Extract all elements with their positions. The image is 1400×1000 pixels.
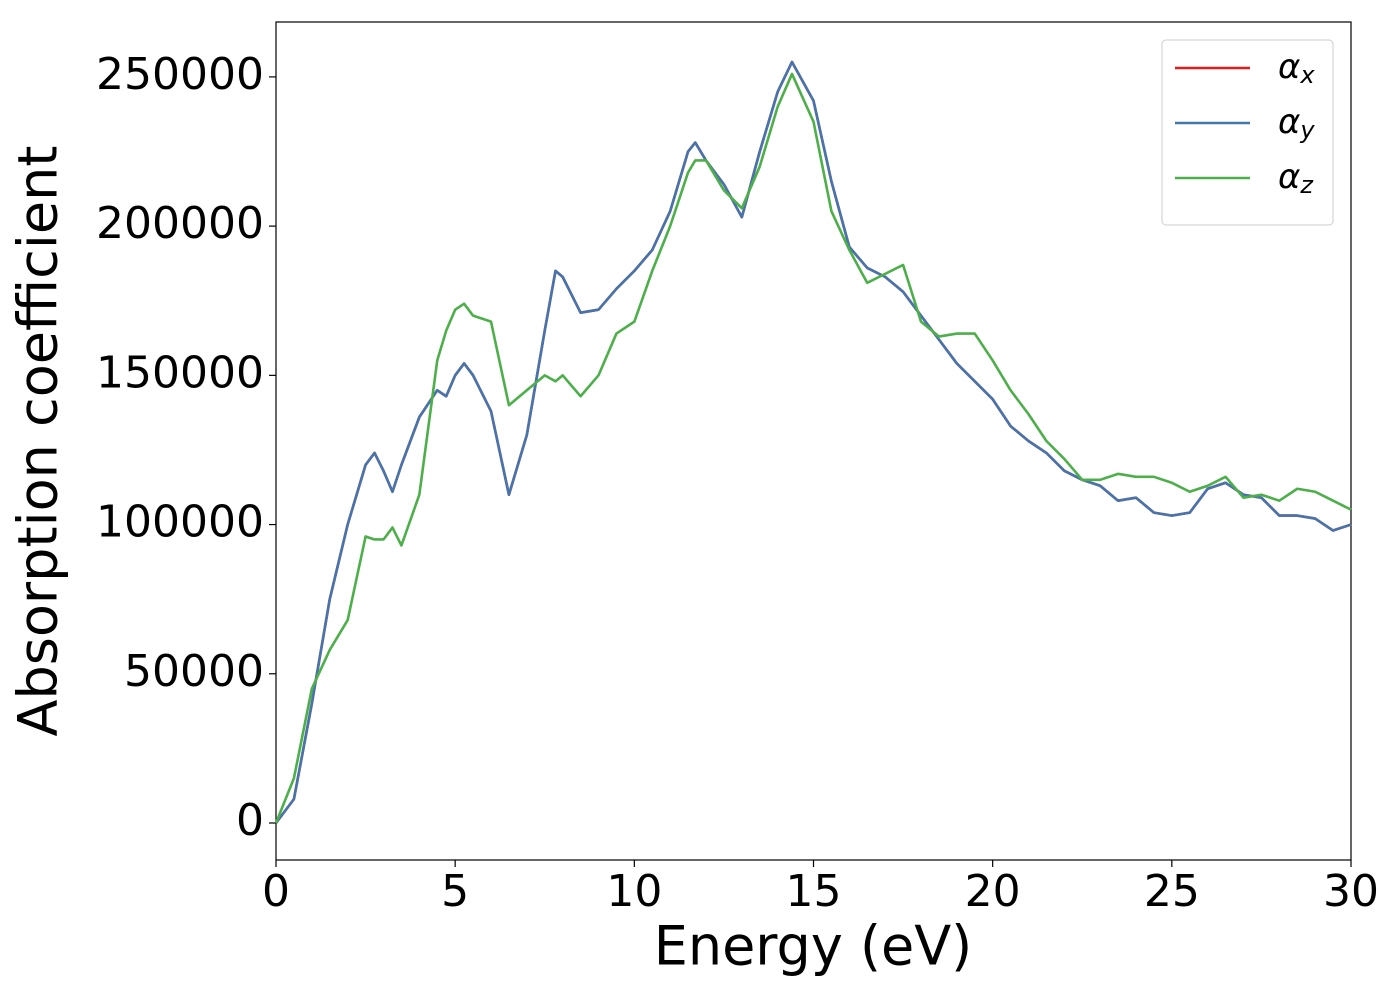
y-tick-label: 50000 <box>124 646 264 697</box>
y-tick-label: 100000 <box>96 497 264 548</box>
x-tick-label: 5 <box>441 866 469 917</box>
y-tick-label: 250000 <box>96 49 264 100</box>
data-line <box>274 72 1352 824</box>
legend-label: αx <box>1278 47 1315 90</box>
y-tick-label: 200000 <box>96 198 264 249</box>
x-tick-label: 15 <box>786 866 842 917</box>
x-tick-label: 10 <box>606 866 662 917</box>
data-line <box>274 60 1352 824</box>
x-tick-label: 0 <box>262 866 290 917</box>
legend-label: αz <box>1278 157 1314 200</box>
x-tick-label: 25 <box>1144 866 1200 917</box>
x-tick-label: 30 <box>1323 866 1379 917</box>
x-axis-label: Energy (eV) <box>654 915 973 978</box>
legend-label: αy <box>1278 102 1315 145</box>
x-tick-label: 20 <box>965 866 1021 917</box>
y-axis-label: Absorption coefficient <box>7 146 70 737</box>
y-tick-label: 150000 <box>96 347 264 398</box>
y-tick-label: 0 <box>236 795 264 846</box>
